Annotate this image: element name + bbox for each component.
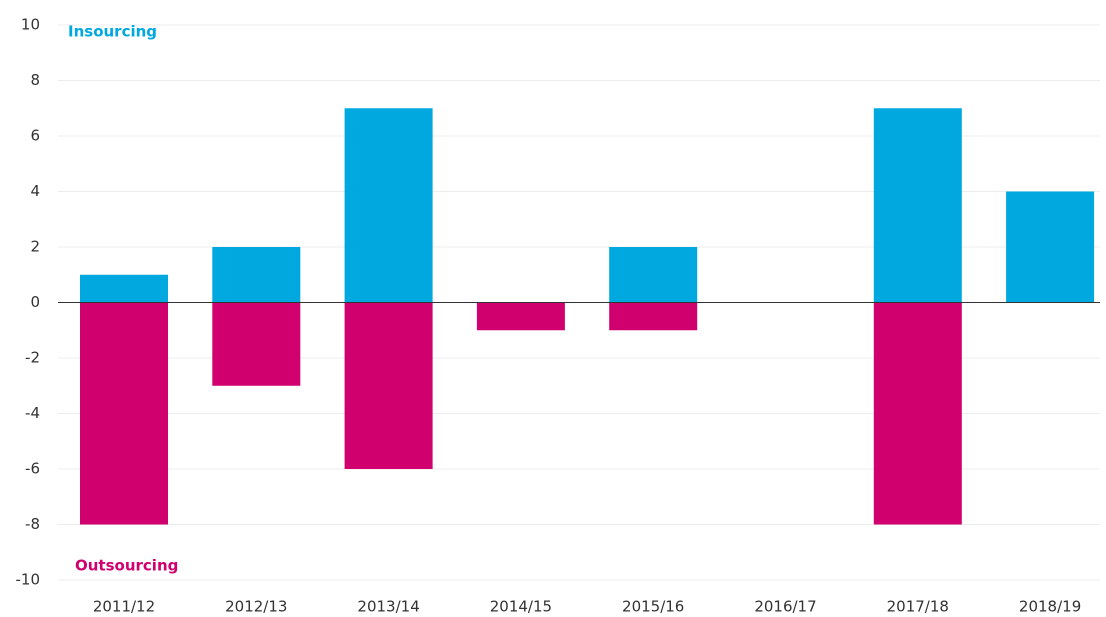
bar	[476, 302, 565, 331]
x-tick-label: 2017/18	[887, 598, 949, 616]
x-tick-label: 2015/16	[622, 598, 684, 616]
bar	[1006, 191, 1095, 303]
bar	[873, 302, 962, 525]
bar	[609, 302, 698, 331]
bar	[344, 108, 433, 303]
y-tick-label: 4	[30, 182, 40, 200]
bar	[873, 108, 962, 303]
x-tick-label: 2014/15	[490, 598, 552, 616]
y-tick-label: -4	[25, 404, 40, 422]
x-tick-label: 2011/12	[93, 598, 155, 616]
y-tick-label: -10	[16, 571, 41, 589]
y-tick-label: -8	[25, 515, 40, 533]
y-tick-label: 6	[30, 127, 40, 145]
x-tick-label: 2012/13	[225, 598, 287, 616]
x-tick-label: 2013/14	[357, 598, 419, 616]
bar	[212, 247, 301, 303]
bar	[80, 302, 168, 525]
y-tick-label: 10	[21, 16, 40, 34]
x-tick-label: 2018/19	[1019, 598, 1081, 616]
bar	[80, 274, 168, 303]
bar	[344, 302, 433, 469]
y-tick-label: 2	[30, 238, 40, 256]
y-tick-label: 0	[30, 293, 40, 311]
series-label: Insourcing	[68, 23, 157, 41]
x-tick-label: 2016/17	[754, 598, 816, 616]
bar	[212, 302, 301, 386]
y-tick-label: 8	[30, 71, 40, 89]
y-tick-label: -2	[25, 349, 40, 367]
bar	[609, 247, 698, 303]
series-label: Outsourcing	[75, 557, 178, 575]
y-tick-label: -6	[25, 460, 40, 478]
